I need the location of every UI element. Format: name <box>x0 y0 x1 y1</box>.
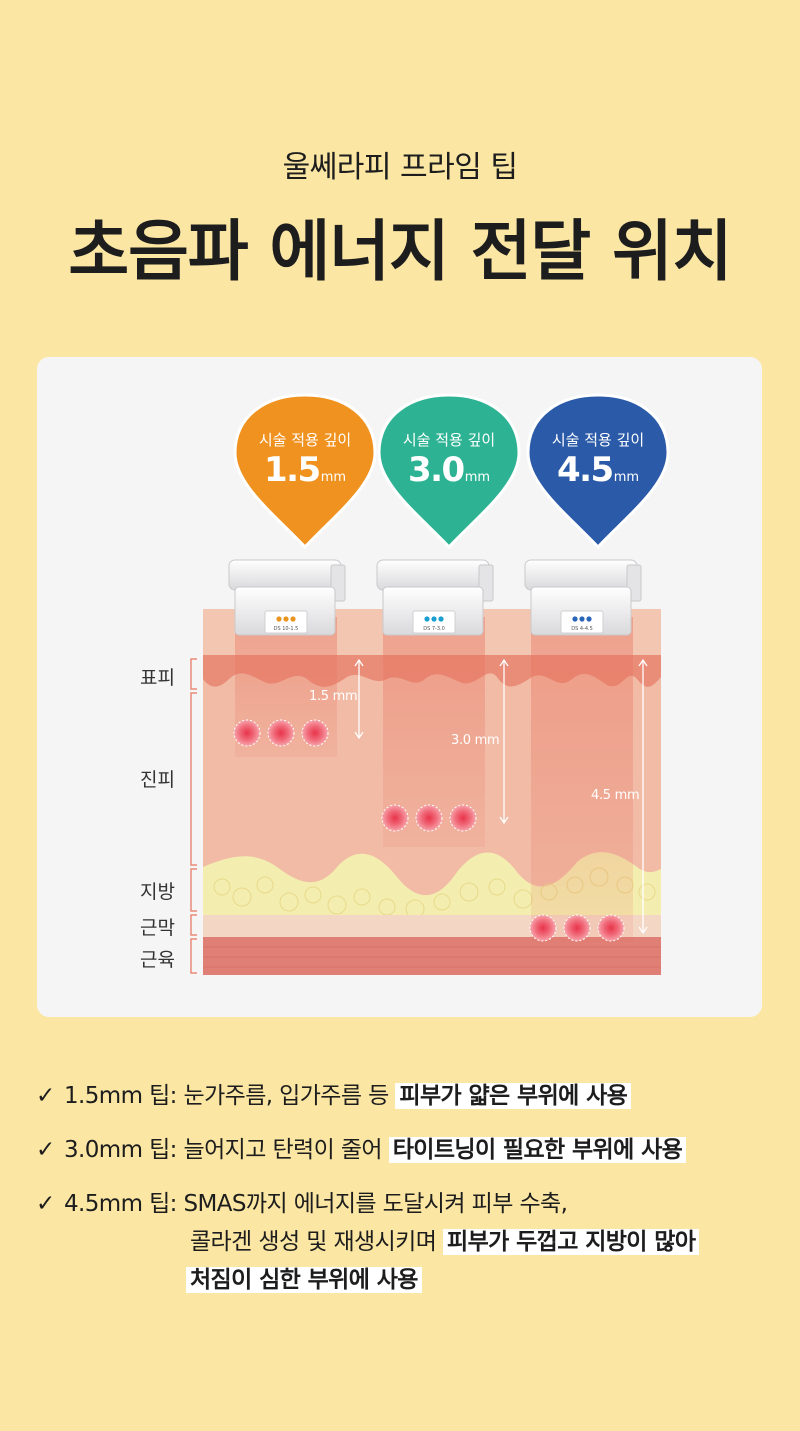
focal-spots-3 <box>529 914 625 942</box>
pin-2-value: 3.0 <box>407 450 465 490</box>
bullet-3: ✓ 4.5mm 팁: SMAS까지 에너지를 도달시켜 피부 수축, <box>36 1184 568 1218</box>
pin-2-label: 시술 적용 깊이 <box>402 431 496 449</box>
bullet-1: ✓ 1.5mm 팁: 눈가주름, 입가주름 등 피부가 얇은 부위에 사용 <box>36 1076 632 1110</box>
page-title: 초음파 에너지 전달 위치 <box>68 213 732 290</box>
tip-1: DS 10-1.5 <box>228 559 346 636</box>
layer-label-muscle: 근육 <box>140 949 175 971</box>
check-icon: ✓ <box>36 1137 55 1163</box>
pin-1 <box>233 393 377 550</box>
pin-2-unit: mm <box>464 470 491 485</box>
tip-3: DS 4-4.5 <box>524 559 642 636</box>
depth-arrows <box>354 658 648 935</box>
tip-2: DS 7-3.0 <box>376 559 494 636</box>
muscle-layer <box>203 937 661 975</box>
pin-1-text: 시술 적용 깊이 1.5mm <box>235 429 375 490</box>
focal-spots-1 <box>233 719 329 747</box>
bullet-3-line-2: 콜라겐 생성 및 재생시키며 피부가 두껍고 지방이 많아 <box>190 1222 700 1256</box>
focal-spots-2 <box>381 804 477 832</box>
bullet-3-line-2-highlight: 피부가 두껍고 지방이 많아 <box>443 1229 700 1255</box>
depth-label-3: 4.5 mm <box>591 788 640 803</box>
check-icon: ✓ <box>36 1083 55 1109</box>
tip-3-code: DS 4-4.5 <box>571 626 593 632</box>
tip-1-code: DS 10-1.5 <box>274 626 299 632</box>
pin-3-label: 시술 적용 깊이 <box>551 431 645 449</box>
pin-3-text: 시술 적용 깊이 4.5mm <box>528 429 668 490</box>
layer-label-fascia: 근막 <box>140 917 175 939</box>
pin-3-unit: mm <box>613 470 640 485</box>
pin-3 <box>526 393 670 550</box>
pin-1-label: 시술 적용 깊이 <box>258 431 352 449</box>
tip-2-code: DS 7-3.0 <box>423 626 445 632</box>
beam-3 <box>531 617 633 942</box>
layer-label-epidermis: 표피 <box>140 667 175 689</box>
diagram-card: DS 10-1.5 DS 7-3.0 DS 4-4.5 시술 적용 깊이 1.5… <box>37 357 762 1017</box>
bullet-2-text: 3.0mm 팁: 늘어지고 탄력이 줄어 <box>64 1137 389 1163</box>
depth-label-2: 3.0 mm <box>451 733 500 748</box>
pin-2 <box>377 393 521 550</box>
page-subtitle: 울쎄라피 프라임 팁 <box>282 150 518 185</box>
bullet-1-highlight: 피부가 얇은 부위에 사용 <box>395 1083 632 1109</box>
pin-1-value: 1.5 <box>263 450 321 490</box>
layer-brackets <box>190 658 197 974</box>
bullet-2: ✓ 3.0mm 팁: 늘어지고 탄력이 줄어 타이트닝이 필요한 부위에 사용 <box>36 1130 687 1164</box>
bullet-3-line-2-text: 콜라겐 생성 및 재생시키며 <box>190 1229 444 1255</box>
bullet-2-highlight: 타이트닝이 필요한 부위에 사용 <box>388 1137 687 1163</box>
pin-2-text: 시술 적용 깊이 3.0mm <box>379 429 519 490</box>
bullet-3-line-3-highlight: 처짐이 심한 부위에 사용 <box>186 1267 422 1293</box>
pin-1-unit: mm <box>320 470 347 485</box>
check-icon: ✓ <box>36 1191 55 1217</box>
bullet-3-text: 4.5mm 팁: SMAS까지 에너지를 도달시켜 피부 수축, <box>64 1191 568 1217</box>
skin-layer-diagram: DS 10-1.5 DS 7-3.0 DS 4-4.5 <box>190 393 670 975</box>
bullet-1-text: 1.5mm 팁: 눈가주름, 입가주름 등 <box>64 1083 396 1109</box>
bullet-3-line-3: 처짐이 심한 부위에 사용 <box>186 1260 422 1294</box>
layer-label-fat: 지방 <box>140 881 175 903</box>
layer-label-dermis: 진피 <box>140 769 175 791</box>
pin-3-value: 4.5 <box>556 450 614 490</box>
depth-label-1: 1.5 mm <box>309 689 358 704</box>
